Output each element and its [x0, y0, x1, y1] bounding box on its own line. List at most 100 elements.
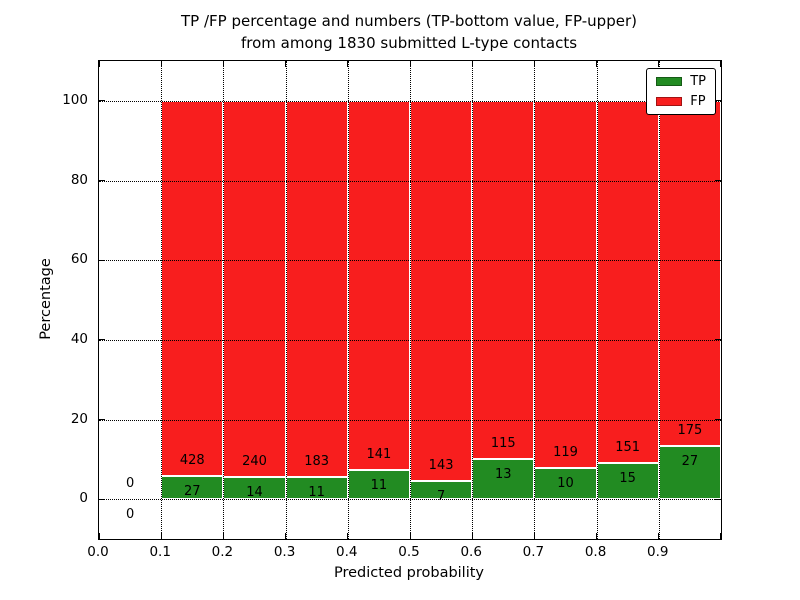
- x-tick-top-0.2: [222, 61, 224, 67]
- y-tick-label-80: 80: [70, 171, 88, 188]
- gridline-x-0.8: [596, 61, 598, 539]
- gridline-x-0.9: [658, 61, 660, 539]
- x-tick-top-0: [99, 61, 100, 67]
- x-tick-top-0.3: [285, 61, 287, 67]
- chart-title: TP /FP percentage and numbers (TP-bottom…: [98, 10, 720, 54]
- x-tick-bottom-0.5: [409, 533, 411, 539]
- fp-count-label-0.5-0.6: 143: [428, 457, 454, 473]
- tp-count-label-0.2-0.3: 14: [246, 485, 263, 501]
- x-tick-bottom-0.1: [160, 533, 162, 539]
- fp-count-label-0.0-0.1: 0: [125, 476, 135, 492]
- plot-area: TP FP 0 0 428 27 240 14 183 11 141 11 143 7 115 13 119…: [98, 60, 722, 540]
- y-tick-right-60: [715, 259, 721, 261]
- x-tick-label-0.1: 0.1: [149, 544, 171, 560]
- x-tick-top-0.4: [347, 61, 349, 67]
- y-tick-left-20: [99, 419, 105, 420]
- tp-count-label-0.4-0.5: 11: [370, 478, 388, 494]
- bar-tp-segment-0.5-0.6: [411, 479, 472, 499]
- x-tick-bottom-0: [99, 533, 100, 539]
- legend-item-fp: FP: [656, 95, 706, 108]
- x-tick-bottom-0.4: [347, 533, 349, 539]
- y-tick-right-20: [715, 419, 721, 420]
- tp-count-label-0.6-0.7: 13: [495, 466, 512, 482]
- x-tick-label-0.3: 0.3: [273, 544, 296, 560]
- legend: TP FP: [646, 68, 716, 115]
- tp-count-label-0.8-0.9: 15: [619, 471, 636, 487]
- legend-item-tp: TP: [656, 75, 706, 88]
- x-tick-label-0.4: 0.4: [336, 544, 358, 560]
- bar-tp-segment-0.2-0.3: [224, 476, 285, 499]
- bar-tp-segment-0.7-0.8: [535, 467, 596, 499]
- legend-label-fp: FP: [690, 94, 706, 109]
- y-tick-left-80: [99, 180, 105, 181]
- x-tick-top-0.1: [160, 61, 162, 67]
- y-tick-label-100: 100: [62, 91, 88, 108]
- gridline-x-0.7: [534, 61, 536, 539]
- chart-title-line1: TP /FP percentage and numbers (TP-bottom…: [181, 12, 637, 30]
- x-tick-bottom-0.7: [533, 533, 535, 539]
- x-tick-bottom-0.8: [596, 533, 598, 539]
- tp-count-label-0.0-0.1: 0: [125, 507, 135, 523]
- gridline-x-0.1: [161, 61, 163, 539]
- x-tick-bottom-0.2: [222, 533, 224, 539]
- x-tick-label-0.7: 0.7: [522, 544, 545, 560]
- tp-count-label-0.3-0.4: 11: [308, 484, 325, 500]
- gridline-x-0.6: [472, 61, 474, 539]
- bar-tp-segment-0.8-0.9: [597, 462, 658, 499]
- bar-tp-segment-0.6-0.7: [473, 457, 534, 499]
- bar-0.4-0.5: [347, 100, 410, 500]
- fp-count-label-0.4-0.5: 141: [366, 447, 392, 463]
- y-tick-right-40: [715, 339, 721, 341]
- bar-0.1-0.2: [161, 100, 224, 500]
- bar-0.6-0.7: [472, 100, 535, 500]
- tp-count-label-0.1-0.2: 27: [184, 483, 201, 499]
- bar-tp-segment-0.9-1.0: [659, 445, 720, 499]
- x-tick-top-0.5: [409, 61, 411, 67]
- x-tick-label-0.9: 0.9: [647, 544, 669, 560]
- fp-count-label-0.6-0.7: 115: [490, 435, 516, 451]
- legend-label-tp: TP: [690, 74, 706, 89]
- fp-count-label-0.3-0.4: 183: [304, 453, 330, 469]
- bar-0.3-0.4: [285, 100, 348, 500]
- fp-count-label-0.2-0.3: 240: [242, 454, 267, 470]
- y-tick-label-0: 0: [79, 490, 88, 507]
- y-tick-right-100: [715, 100, 721, 102]
- y-tick-label-60: 60: [70, 251, 88, 268]
- x-tick-label-0.8: 0.8: [584, 544, 607, 560]
- fp-count-label-0.8-0.9: 151: [615, 440, 641, 456]
- bar-tp-segment-0.4-0.5: [348, 469, 409, 499]
- fp-count-label-0.9-1.0: 175: [677, 422, 703, 438]
- fp-count-label-0.7-0.8: 119: [553, 445, 578, 461]
- x-axis-label: Predicted probability: [333, 565, 485, 581]
- y-tick-left-100: [99, 100, 105, 102]
- chart-title-line2: from among 1830 submitted L-type contact…: [240, 34, 578, 52]
- x-tick-label-0.6: 0.6: [460, 544, 482, 560]
- x-tick-label-0.2: 0.2: [211, 544, 234, 560]
- x-tick-top-0.8: [596, 61, 598, 67]
- x-tick-bottom-1: [720, 533, 721, 539]
- fp-count-label-0.1-0.2: 428: [179, 452, 205, 468]
- x-tick-bottom-0.3: [285, 533, 287, 539]
- x-tick-top-0.7: [533, 61, 535, 67]
- y-tick-label-20: 20: [70, 410, 88, 427]
- bar-tp-segment-0.1-0.2: [162, 474, 223, 499]
- y-tick-right-0: [715, 498, 721, 500]
- gridline-x-0.4: [347, 61, 349, 539]
- x-tick-top-0.9: [658, 61, 660, 67]
- bar-0.2-0.3: [223, 100, 286, 500]
- gridline-x-0.3: [285, 61, 287, 539]
- x-tick-bottom-0.9: [658, 533, 660, 539]
- y-tick-left-40: [99, 339, 105, 341]
- tp-count-label-0.5-0.6: 7: [436, 488, 446, 504]
- gridline-x-0.2: [223, 61, 225, 539]
- bar-0.7-0.8: [534, 100, 597, 500]
- y-tick-left-0: [99, 498, 105, 500]
- x-tick-top-0.6: [471, 61, 473, 67]
- x-tick-bottom-0.6: [471, 533, 473, 539]
- bar-0.9-1.0: [658, 100, 721, 500]
- bar-tp-segment-0.3-0.4: [286, 475, 347, 499]
- legend-swatch-tp-icon: [656, 77, 683, 86]
- x-tick-top-1: [720, 61, 721, 67]
- bar-0.8-0.9: [596, 100, 659, 500]
- gridline-x-0.5: [410, 61, 411, 539]
